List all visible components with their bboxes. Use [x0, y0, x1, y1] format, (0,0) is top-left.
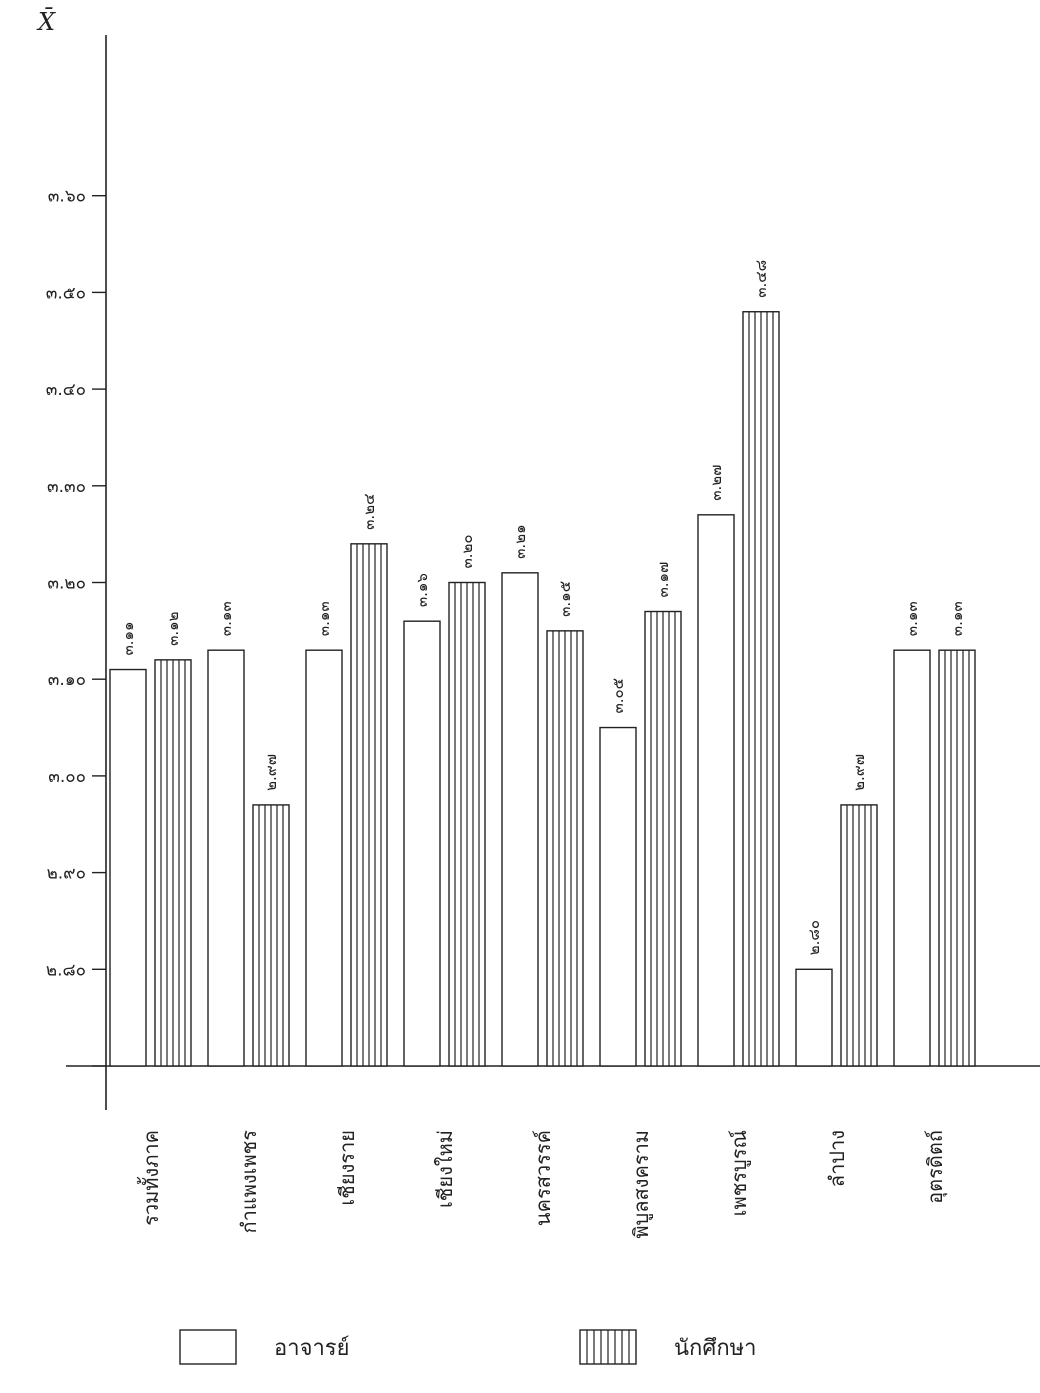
category-label: พิบูลสงคราม	[629, 1130, 654, 1239]
bar-teacher	[599, 726, 637, 1067]
bar-value-label: ๒.๘๐	[805, 920, 823, 955]
bar-teacher	[893, 649, 931, 1067]
category-label: อุตรดิตถ์	[923, 1130, 948, 1204]
legend: อาจารย์ นักศึกษา	[179, 1329, 757, 1365]
category-group: ๓.๑๓๒.๙๗กำแพงเพชร	[207, 601, 290, 1234]
category-label: เชียงใหม่	[433, 1130, 457, 1208]
bar-value-label: ๓.๔๘	[752, 260, 770, 298]
category-label: รวมทั้งภาค	[137, 1130, 163, 1226]
y-tick-label: ๓.๐๐	[48, 767, 86, 787]
bar-value-label: ๓.๒๗	[707, 465, 725, 501]
bar-value-label: ๓.๒๑	[511, 524, 529, 558]
bar-value-label: ๓.๒๔	[360, 494, 378, 530]
y-tick-label: ๓.๑๐	[48, 670, 86, 690]
bar-value-label: ๓.๑๑	[119, 621, 137, 655]
legend-label: นักศึกษา	[674, 1336, 757, 1361]
y-tick-label: ๓.๖๐	[48, 187, 86, 207]
category-group: ๒.๘๐ ๒.๙๗ลำปาง	[795, 754, 878, 1187]
category-label: ลำปาง	[825, 1130, 849, 1187]
bar-value-label: ๓.๑๓	[903, 601, 921, 636]
y-tick-label: ๓.๓๐	[47, 477, 86, 497]
bar-value-label: ๓.๑๖	[413, 573, 431, 607]
bar-teacher	[795, 968, 833, 1067]
y-tick-label: ๓.๕๐	[46, 283, 86, 303]
y-tick-label: ๒.๙๐	[47, 864, 86, 884]
bar-value-label: ๓.๑๗	[654, 562, 672, 598]
category-label: นครสวรรค์	[531, 1130, 555, 1226]
bar-teacher	[305, 649, 343, 1067]
legend-item: อาจารย์	[179, 1329, 350, 1365]
category-label: เพชรบูรณ์	[727, 1130, 752, 1216]
bar-value-label: ๓.๐๕	[609, 678, 627, 714]
y-tick-label: ๒.๘๐	[46, 960, 86, 980]
y-tick-label: ๓.๔๐	[46, 380, 86, 400]
legend-item: นักศึกษา	[579, 1329, 757, 1365]
bar-value-label: ๓.๑๓	[948, 601, 966, 636]
bar-teacher	[109, 668, 147, 1067]
legend-swatch	[179, 1329, 237, 1365]
bar-teacher	[501, 572, 539, 1067]
bar-value-label: ๒.๙๗	[850, 754, 868, 791]
bar-value-label: ๓.๑๕	[556, 581, 574, 617]
legend-label: อาจารย์	[274, 1336, 350, 1361]
category-label: กำแพงเพชร	[237, 1130, 261, 1234]
bar-value-label: ๓.๒๐	[458, 534, 476, 568]
category-group: ๓.๑๓ ๓.๑๓อุตรดิตถ์	[893, 601, 976, 1204]
bar-value-label: ๓.๑๓	[315, 601, 333, 636]
bar-teacher	[207, 649, 245, 1067]
y-tick-label: ๓.๒๐	[47, 574, 86, 594]
bar-value-label: ๓.๑๓	[217, 601, 235, 636]
bar-value-label: ๓.๑๒	[164, 611, 182, 645]
bar-teacher	[697, 514, 735, 1067]
y-axis-title: X̄	[36, 8, 56, 36]
category-group: ๓.๐๕ ๓.๑๗พิบูลสงคราม	[599, 562, 682, 1239]
category-label: เชียงราย	[335, 1130, 359, 1206]
bar-value-label: ๒.๙๗	[262, 754, 280, 791]
bar-teacher	[403, 620, 441, 1067]
